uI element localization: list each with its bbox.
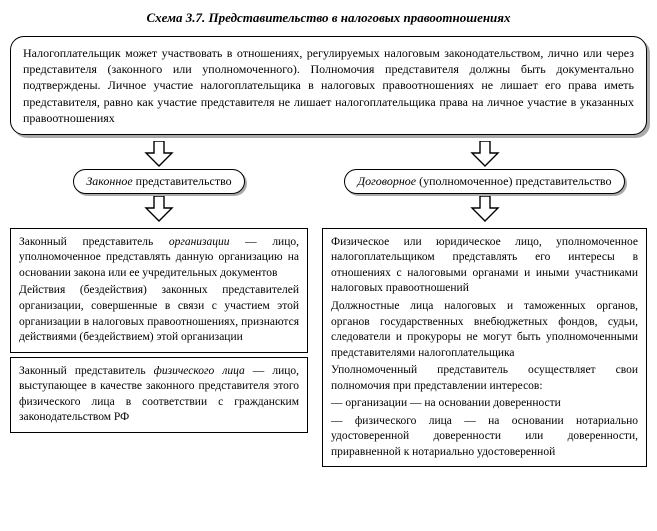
- right-heading-em: Договорное: [357, 174, 416, 188]
- right-heading-rest: (уполномоченное) представительство: [416, 174, 611, 188]
- left-heading-em: Законное: [86, 174, 132, 188]
- text-em: организации: [169, 236, 230, 248]
- right-column: Договорное (уполномоченное) представител…: [322, 139, 647, 467]
- main-definition-box: Налогоплательщик может участвовать в отн…: [10, 36, 647, 135]
- text-em: физического лица: [154, 365, 245, 377]
- left-box-2: Законный представитель физического лица …: [10, 357, 308, 433]
- left-box-1: Законный представитель организации — лиц…: [10, 228, 308, 353]
- arrow-down-left-1: [10, 141, 308, 167]
- text-span: Законный представитель: [19, 236, 169, 248]
- right-heading-pill: Договорное (уполномоченное) представител…: [344, 169, 624, 194]
- left-box2-para1: Законный представитель физического лица …: [19, 364, 299, 426]
- arrow-down-right-1: [322, 141, 647, 167]
- columns-container: Законное представительство Законный пред…: [10, 139, 647, 467]
- left-column: Законное представительство Законный пред…: [10, 139, 308, 467]
- right-box-p3: Уполномоченный представитель осуществляе…: [331, 363, 638, 394]
- left-heading-rest: представительство: [133, 174, 232, 188]
- right-box-p2: Должностные лица налоговых и таможенных …: [331, 299, 638, 361]
- left-box1-para2: Действия (бездействия) законных представ…: [19, 283, 299, 345]
- left-heading-pill: Законное представительство: [73, 169, 244, 194]
- right-box-p1: Физическое или юридическое лицо, уполном…: [331, 235, 638, 297]
- right-box-p4: — организации — на основании доверенност…: [331, 396, 638, 412]
- arrow-down-icon: [142, 141, 176, 167]
- arrow-down-icon: [142, 196, 176, 222]
- arrow-down-icon: [468, 141, 502, 167]
- arrow-down-right-2: [322, 196, 647, 222]
- right-box: Физическое или юридическое лицо, уполном…: [322, 228, 647, 467]
- text-span: Законный представитель: [19, 365, 154, 377]
- arrow-down-icon: [468, 196, 502, 222]
- diagram-title: Схема 3.7. Представительство в налоговых…: [10, 10, 647, 26]
- left-box1-para1: Законный представитель организации — лиц…: [19, 235, 299, 282]
- right-box-p5: — физического лица — на основании нотари…: [331, 414, 638, 461]
- arrow-down-left-2: [10, 196, 308, 222]
